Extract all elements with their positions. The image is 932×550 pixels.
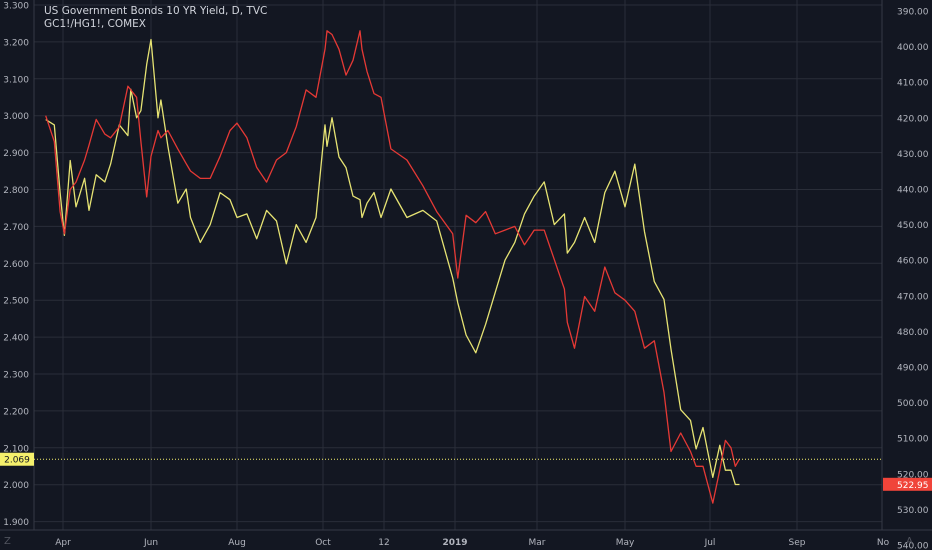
- right-axis-tick-label: 410.00: [897, 79, 929, 89]
- right-axis-tick-label: 470.00: [897, 292, 929, 302]
- left-last-value-label: 2.069: [4, 456, 30, 466]
- right-last-value-badge: [883, 477, 932, 491]
- left-axis-ticks[interactable]: 3.300 3.200 3.100 3.000 2.900 2.800 2.700 2.600…: [3, 2, 29, 529]
- right-axis-tick-label: 400.00: [897, 43, 929, 53]
- left-axis-tick-label: 2.300: [3, 371, 29, 381]
- time-axis-tick-label: 2019: [442, 538, 467, 548]
- timezone-toggle[interactable]: Z: [4, 536, 11, 547]
- right-axis-tick-label: 480.00: [897, 328, 929, 338]
- time-axis-tick-label: Jul: [704, 538, 716, 548]
- left-axis-tick-label: 2.700: [3, 223, 29, 233]
- time-axis-tick-label: Jun: [143, 538, 158, 548]
- time-axis-tick-label: 12: [378, 538, 389, 548]
- right-axis-tick-label: 440.00: [897, 186, 929, 196]
- left-axis-tick-label: 2.000: [3, 481, 29, 491]
- time-axis-tick-label: Mar: [529, 538, 546, 548]
- auto-scale-toggle[interactable]: A: [906, 536, 913, 547]
- left-axis-tick-label: 2.800: [3, 186, 29, 196]
- time-axis-tick-label: Aug: [228, 538, 246, 548]
- right-axis-tick-label: 390.00: [897, 8, 929, 18]
- time-axis-tick-label: Sep: [789, 538, 806, 548]
- last-value-badges: 2.069 522.95: [0, 452, 932, 491]
- right-axis-tick-label: 540.00: [897, 542, 929, 550]
- left-axis-tick-label: 2.900: [3, 149, 29, 159]
- right-last-value-label: 522.95: [897, 481, 929, 491]
- series-layer: [45, 30, 741, 504]
- legend-title[interactable]: US Government Bonds 10 YR Yield, D, TVC: [44, 5, 268, 17]
- time-axis-tick-label: May: [616, 538, 635, 548]
- left-axis-tick-label: 2.400: [3, 334, 29, 344]
- time-axis-tick-label: No: [877, 538, 890, 548]
- right-axis-tick-label: 520.00: [897, 470, 929, 480]
- left-axis-tick-label: 3.100: [3, 75, 29, 85]
- right-axis-tick-label: 530.00: [897, 506, 929, 516]
- time-axis-ticks[interactable]: Apr Jun Aug Oct 12 2019 Mar May Jul Sep No: [55, 538, 889, 548]
- left-axis-tick-label: 3.300: [3, 2, 29, 12]
- left-axis-tick-label: 2.100: [3, 444, 29, 454]
- right-axis-tick-label: 510.00: [897, 435, 929, 445]
- right-axis-tick-label: 430.00: [897, 150, 929, 160]
- right-axis-tick-label: 490.00: [897, 364, 929, 374]
- bond-yield-series-line[interactable]: [45, 30, 741, 504]
- right-axis-tick-label: 500.00: [897, 399, 929, 409]
- left-last-value-badge: [0, 452, 34, 466]
- right-axis-tick-label: 460.00: [897, 257, 929, 267]
- left-axis-tick-label: 3.000: [3, 112, 29, 122]
- time-axis-tick-label: Oct: [315, 538, 331, 548]
- right-axis-ticks[interactable]: 390.00 400.00 410.00 420.00 430.00 440.00 450.…: [897, 8, 929, 550]
- legend-subtitle[interactable]: GC1!/HG1!, COMEX: [44, 18, 146, 30]
- left-axis-tick-label: 2.200: [3, 407, 29, 417]
- left-axis-tick-label: 1.900: [3, 518, 29, 528]
- right-axis-tick-label: 450.00: [897, 221, 929, 231]
- axes: [0, 0, 932, 531]
- left-axis-tick-label: 3.200: [3, 38, 29, 48]
- left-axis-tick-label: 2.500: [3, 297, 29, 307]
- time-axis-tick-label: Apr: [55, 538, 71, 548]
- legend: US Government Bonds 10 YR Yield, D, TVC …: [44, 5, 267, 31]
- right-axis-tick-label: 420.00: [897, 114, 929, 124]
- left-axis-tick-label: 2.600: [3, 260, 29, 270]
